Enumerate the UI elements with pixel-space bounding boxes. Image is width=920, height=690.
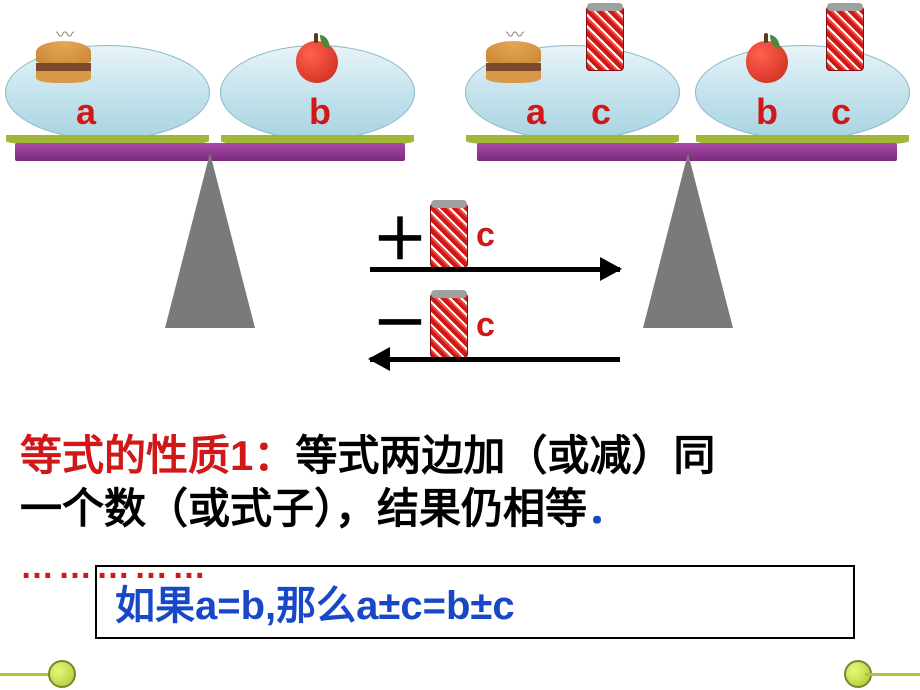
can-icon <box>430 293 468 358</box>
pan-left-a: 〰 a <box>5 45 210 140</box>
arrow-right-icon <box>370 267 620 272</box>
arrow-left-icon <box>370 357 620 362</box>
can-icon <box>586 6 624 71</box>
apple-icon <box>746 41 788 83</box>
equation-box: 如果a=b,那么a±c=b±c <box>95 565 855 639</box>
label-c1: c <box>591 91 611 133</box>
label-a: a <box>76 91 96 133</box>
property-text: 等式的性质1：等式两边加（或减）同 一个数（或式子），结果仍相等． <box>20 430 900 535</box>
label-c-plus: c <box>476 216 495 255</box>
pan-right-ac: 〰 a c <box>465 45 680 140</box>
body2a: 一个数 <box>20 485 146 532</box>
operations-block: ＋ c － c <box>370 190 650 370</box>
label-b: b <box>309 91 331 133</box>
footer-decor <box>0 670 920 690</box>
label-c-minus: c <box>476 306 495 345</box>
pan-right-bc: b c <box>695 45 910 140</box>
burger-icon: 〰 <box>36 41 91 81</box>
pan-left-b: b <box>220 45 415 140</box>
period: ． <box>587 485 629 532</box>
label-c2: c <box>831 91 851 133</box>
body2b: （或式子） <box>146 485 335 532</box>
title-red: 等式的性质1： <box>20 432 295 479</box>
equation-text: 如果a=b,那么a±c=b±c <box>115 584 515 628</box>
fulcrum-left <box>165 153 255 328</box>
label-a2: a <box>526 91 546 133</box>
can-icon <box>826 6 864 71</box>
body1: 等式两边加（或减）同 <box>295 432 715 479</box>
fulcrum-right <box>643 153 733 328</box>
body2c: ，结果仍相等 <box>335 485 587 532</box>
burger-icon: 〰 <box>486 41 541 81</box>
bulb-left-icon <box>48 660 76 688</box>
plus-sign: ＋ <box>370 195 430 276</box>
apple-icon <box>296 41 338 83</box>
label-b2: b <box>756 91 778 133</box>
op-minus-row: － c <box>370 280 650 370</box>
op-plus-row: ＋ c <box>370 190 650 280</box>
can-icon <box>430 203 468 268</box>
